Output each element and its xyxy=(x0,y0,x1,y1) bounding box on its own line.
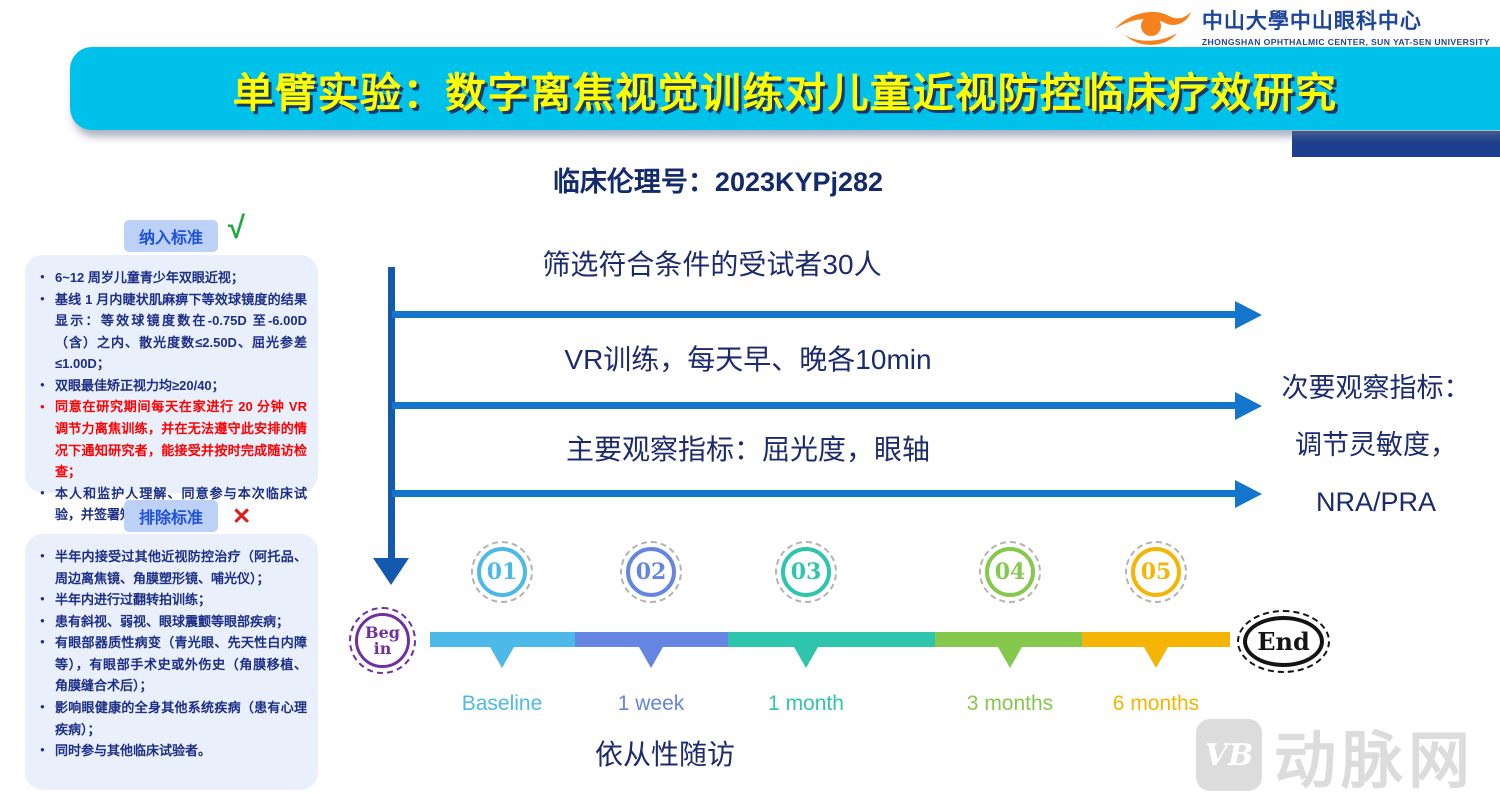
milestone-number: 03 xyxy=(781,547,831,597)
inclusion-item: 双眼最佳矫正视力均≥20/40； xyxy=(39,375,307,397)
flow-vertical-line xyxy=(388,267,395,559)
flow-step-primary-outcome: 主要观察指标：屈光度，眼轴 xyxy=(565,434,930,465)
watermark: VB 动脉网 xyxy=(1196,710,1475,793)
milestone-number: 05 xyxy=(1131,547,1181,597)
timeline-segment xyxy=(575,632,728,647)
down-arrow-icon xyxy=(373,558,409,585)
exclusion-label: 排除标准 xyxy=(124,500,219,532)
milestone-label: 1 month xyxy=(768,692,844,715)
exclusion-list: 半年内接受过其他近视防控治疗（阿托品、周边离焦镜、角膜塑形镜、哺光仪）； 半年内… xyxy=(39,546,307,762)
flow-arrow-line xyxy=(392,311,1237,318)
milestone-label: Baseline xyxy=(461,692,543,715)
milestone-ring: 02 xyxy=(620,541,682,603)
milestone-ring: 01 xyxy=(471,541,533,603)
right-arrow-icon xyxy=(1235,301,1262,329)
exclusion-item: 同时参与其他临床试验者。 xyxy=(39,740,307,762)
inclusion-list: 6~12 周岁儿童青少年双眼近视； 基线 1 月内睫状肌麻痹下等效球镜度的结果显… xyxy=(39,267,307,526)
inclusion-item: 基线 1 月内睫状肌麻痹下等效球镜度的结果显示：等效球镜度数在-0.75D 至-… xyxy=(39,289,307,375)
watermark-text: 动脉网 xyxy=(1274,727,1476,793)
milestone-number: 02 xyxy=(626,547,676,597)
milestone-number: 01 xyxy=(477,547,527,597)
milestone-marker-icon xyxy=(1144,647,1168,668)
org-name: 中山大學中山眼科中心 xyxy=(1201,10,1422,33)
begin-node: Begin xyxy=(349,607,416,674)
flow-step-training: VR训练，每天早、晚各10min xyxy=(564,344,932,375)
exclusion-item: 患有斜视、弱视、眼球震颤等眼部疾病； xyxy=(39,611,307,633)
followup-caption: 依从性随访 xyxy=(594,739,735,770)
watermark-logo-icon: VB xyxy=(1196,719,1262,791)
secondary-outcomes: 次要观察指标： 调节灵敏度， NRA/PRA xyxy=(1262,360,1490,531)
eye-icon xyxy=(1114,12,1191,45)
checkmark-icon: √ xyxy=(228,210,246,245)
milestone-ring: 04 xyxy=(979,541,1041,603)
inclusion-item: 6~12 周岁儿童青少年双眼近视； xyxy=(39,267,307,289)
exclusion-item: 影响眼健康的全身其他系统疾病（患有心理疾病）； xyxy=(39,697,307,740)
org-logo: 中山大學中山眼科中心 ZHONGSHAN OPHTHALMIC CENTER, … xyxy=(1113,5,1490,47)
milestone-marker-icon xyxy=(998,647,1022,668)
flow-arrow-line xyxy=(392,402,1237,409)
milestone-label: 1 week xyxy=(617,692,685,715)
milestone-marker-icon xyxy=(794,647,818,668)
milestone-number: 04 xyxy=(985,547,1035,597)
banner-shadow xyxy=(1292,131,1500,157)
begin-label: Begin xyxy=(365,622,400,658)
timeline-segment xyxy=(728,632,935,647)
right-arrow-icon xyxy=(1235,392,1262,420)
timeline-segment xyxy=(1082,632,1230,647)
end-label: End xyxy=(1243,616,1324,667)
org-text: 中山大學中山眼科中心 ZHONGSHAN OPHTHALMIC CENTER, … xyxy=(1202,5,1490,47)
exclusion-item: 半年内接受过其他近视防控治疗（阿托品、周边离焦镜、角膜塑形镜、哺光仪）； xyxy=(39,546,307,589)
ethics-number: 临床伦理号：2023KYPj282 xyxy=(552,167,884,197)
milestone-marker-icon xyxy=(490,647,514,668)
cross-icon: ✕ xyxy=(232,503,252,529)
milestone-marker-icon xyxy=(639,647,663,668)
flow-step-screening: 筛选符合条件的受试者30人 xyxy=(542,249,882,280)
milestone-label: 6 months xyxy=(1112,692,1200,715)
org-subtitle: ZHONGSHAN OPHTHALMIC CENTER, SUN YAT-SEN… xyxy=(1201,37,1490,47)
secondary-line: 次要观察指标： xyxy=(1281,373,1471,403)
timeline-segment xyxy=(935,632,1082,647)
title-banner: 单臂实验：数字离焦视觉训练对儿童近视防控临床疗效研究 xyxy=(70,47,1500,130)
end-node: End xyxy=(1237,610,1330,673)
inclusion-label: 纳入标准 xyxy=(124,220,219,252)
timeline-segment xyxy=(430,632,575,647)
exclusion-panel: 半年内接受过其他近视防控治疗（阿托品、周边离焦镜、角膜塑形镜、哺光仪）； 半年内… xyxy=(25,534,318,790)
exclusion-item: 半年内进行过翻转拍训练； xyxy=(39,589,307,611)
milestone-ring: 05 xyxy=(1125,541,1187,603)
timeline-bar xyxy=(430,632,1230,647)
right-arrow-icon xyxy=(1235,480,1262,508)
flow-arrow-line xyxy=(392,490,1237,497)
begin-ring: Begin xyxy=(355,613,410,668)
secondary-line: 调节灵敏度， xyxy=(1295,430,1457,460)
secondary-line: NRA/PRA xyxy=(1315,487,1437,517)
page-title: 单臂实验：数字离焦视觉训练对儿童近视防控临床疗效研究 xyxy=(232,69,1338,116)
inclusion-item: 同意在研究期间每天在家进行 20 分钟 VR 调节力离焦训练，并在无法遵守此安排… xyxy=(39,396,307,482)
inclusion-panel: 6~12 周岁儿童青少年双眼近视； 基线 1 月内睫状肌麻痹下等效球镜度的结果显… xyxy=(25,255,318,522)
milestone-ring: 03 xyxy=(775,541,837,603)
milestone-label: 3 months xyxy=(966,692,1054,715)
exclusion-item: 有眼部器质性病变（青光眼、先天性白内障等），有眼部手术史或外伤史（角膜移植、角膜… xyxy=(39,632,307,697)
